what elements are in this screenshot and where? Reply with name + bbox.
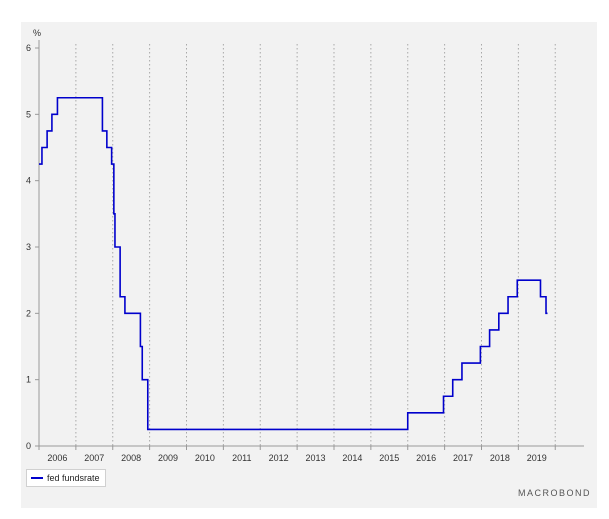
- x-axis: 2006 2007 2008 2009 2010 2011 2012 2013 2014 2015…: [38, 445, 584, 463]
- y-tick-label-3: 3: [26, 242, 31, 252]
- x-tick-label-2012: 2012: [269, 453, 289, 463]
- y-tick-label-4: 4: [26, 176, 31, 186]
- x-tick-label-2017: 2017: [453, 453, 473, 463]
- legend: fed fundsrate: [26, 469, 106, 487]
- x-tick-label-2015: 2015: [379, 453, 399, 463]
- series-layer: [39, 96, 548, 431]
- y-tick-label-2: 2: [26, 308, 31, 318]
- vertical-gridlines: [38, 44, 556, 446]
- y-tick-label-1: 1: [26, 375, 31, 385]
- legend-swatch: [31, 477, 43, 479]
- y-tick-label-6: 6: [26, 43, 31, 53]
- y-tick-label-5: 5: [26, 109, 31, 119]
- y-axis-unit-label: %: [33, 28, 41, 38]
- x-tick-label-2014: 2014: [342, 453, 362, 463]
- y-tick-label-0: 0: [26, 441, 31, 451]
- x-tick-label-2010: 2010: [195, 453, 215, 463]
- legend-label: fed fundsrate: [47, 473, 100, 483]
- brand-logo-text: MACROBOND: [517, 488, 591, 498]
- x-tick-label-2018: 2018: [490, 453, 510, 463]
- line-chart: 0 1 2 3 4 5 6 2006 2007 2008 2009 2010 2011 2012 2013…: [26, 28, 584, 463]
- x-tick-label-2011: 2011: [232, 453, 251, 463]
- x-tick-label-2008: 2008: [121, 453, 141, 463]
- x-tick-label-2006: 2006: [47, 453, 67, 463]
- chart-frame: 0 1 2 3 4 5 6 2006 2007 2008 2009 2010 2011 2012 2013…: [21, 22, 597, 508]
- series-line-0: [39, 96, 548, 431]
- x-tick-label-2009: 2009: [158, 453, 178, 463]
- x-tick-label-2016: 2016: [416, 453, 436, 463]
- x-tick-label-2019: 2019: [527, 453, 547, 463]
- x-tick-label-2013: 2013: [306, 453, 326, 463]
- x-tick-label-2007: 2007: [84, 453, 104, 463]
- y-axis: 0 1 2 3 4 5 6: [26, 40, 40, 451]
